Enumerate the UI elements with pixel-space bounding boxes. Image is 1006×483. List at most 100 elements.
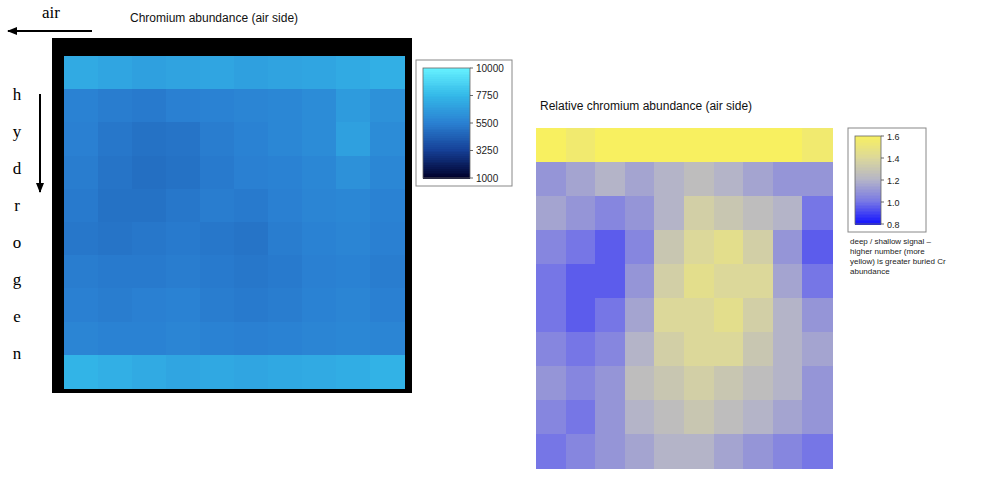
heat-cell — [566, 264, 596, 299]
heat-cell — [64, 122, 99, 156]
heat-cell — [64, 89, 99, 123]
heat-cell — [625, 230, 655, 265]
heat-cell — [200, 288, 235, 322]
heat-cell — [802, 366, 832, 401]
colorbar-tick-label: 1.0 — [887, 198, 900, 208]
heat-cell — [773, 128, 803, 163]
heat-cell — [166, 322, 201, 356]
heat-cell — [595, 162, 625, 197]
heat-cell — [684, 162, 714, 197]
heat-cell — [98, 222, 133, 256]
heat-cell — [743, 400, 773, 435]
heat-cell — [773, 230, 803, 265]
heat-cell — [132, 222, 167, 256]
colorbar-tick — [881, 202, 884, 203]
heat-cell — [336, 322, 371, 356]
heat-cell — [743, 332, 773, 367]
colorbar-tick-label: 3250 — [476, 145, 499, 156]
colorbar-tick-label: 5500 — [476, 118, 499, 129]
colorbar-tick-label: 1000 — [476, 173, 499, 184]
heat-cell — [302, 355, 337, 389]
colorbar-box — [848, 128, 926, 232]
heat-cell — [302, 189, 337, 223]
heat-cell — [773, 434, 803, 469]
heat-cell — [536, 366, 566, 401]
heat-cell — [595, 264, 625, 299]
heat-cell — [714, 434, 744, 469]
heat-cell — [714, 400, 744, 435]
heat-cell — [64, 189, 99, 223]
heat-cell — [714, 128, 744, 163]
heat-cell — [743, 162, 773, 197]
heat-cell — [336, 122, 371, 156]
heat-cell — [132, 255, 167, 289]
heat-cell — [654, 332, 684, 367]
colorbar-outline — [423, 68, 470, 178]
heat-cell — [654, 128, 684, 163]
heat-cell — [370, 288, 405, 322]
heat-cell — [536, 434, 566, 469]
heat-cell — [200, 189, 235, 223]
heat-cell — [166, 122, 201, 156]
heat-cell — [536, 298, 566, 333]
heat-cell — [802, 196, 832, 231]
heat-cell — [684, 230, 714, 265]
heat-cell — [132, 156, 167, 190]
heat-cell — [302, 89, 337, 123]
hydrogen-arrow — [39, 94, 41, 192]
heat-cell — [98, 255, 133, 289]
heat-cell — [302, 255, 337, 289]
heat-cell — [370, 89, 405, 123]
heat-cell — [566, 332, 596, 367]
heat-cell — [166, 222, 201, 256]
heat-cell — [234, 189, 269, 223]
heat-cell — [802, 434, 832, 469]
heat-cell — [234, 122, 269, 156]
map-frame — [52, 38, 412, 393]
heat-cell — [595, 128, 625, 163]
heat-cell — [536, 332, 566, 367]
heat-cell — [802, 264, 832, 299]
heat-cell — [684, 332, 714, 367]
heat-cell — [64, 56, 99, 90]
heat-cell — [98, 288, 133, 322]
heat-cell — [234, 156, 269, 190]
heat-cell — [595, 332, 625, 367]
heat-cell — [166, 156, 201, 190]
heat-cell — [166, 255, 201, 289]
colorbar-tick — [470, 68, 473, 69]
heat-cell — [566, 230, 596, 265]
heat-cell — [132, 288, 167, 322]
heat-cell — [743, 230, 773, 265]
heat-cell — [654, 400, 684, 435]
heat-cell — [336, 156, 371, 190]
heat-cell — [595, 434, 625, 469]
heat-cell — [714, 162, 744, 197]
heat-cell — [595, 366, 625, 401]
heat-cell — [684, 298, 714, 333]
heat-cell — [684, 366, 714, 401]
chart-title: Relative chromium abundance (air side) — [540, 99, 752, 113]
colorbar-tick-label: 0.8 — [887, 220, 900, 230]
heat-cell — [302, 222, 337, 256]
colorbar-outline — [855, 136, 881, 224]
heat-cell — [684, 264, 714, 299]
heat-cell — [773, 332, 803, 367]
heat-cell — [625, 298, 655, 333]
heat-cell — [336, 355, 371, 389]
heat-cell — [773, 264, 803, 299]
heat-cell — [743, 196, 773, 231]
heat-cell — [654, 264, 684, 299]
heat-cell — [743, 128, 773, 163]
heat-cell — [714, 264, 744, 299]
heat-cell — [773, 400, 803, 435]
heat-cell — [566, 298, 596, 333]
heat-cell — [200, 56, 235, 90]
air-arrow — [8, 30, 92, 32]
heat-cell — [166, 288, 201, 322]
heat-cell — [64, 156, 99, 190]
heat-cell — [773, 366, 803, 401]
colorbar-tick — [881, 136, 884, 137]
heat-cell — [166, 89, 201, 123]
colorbar-tick — [470, 150, 473, 151]
